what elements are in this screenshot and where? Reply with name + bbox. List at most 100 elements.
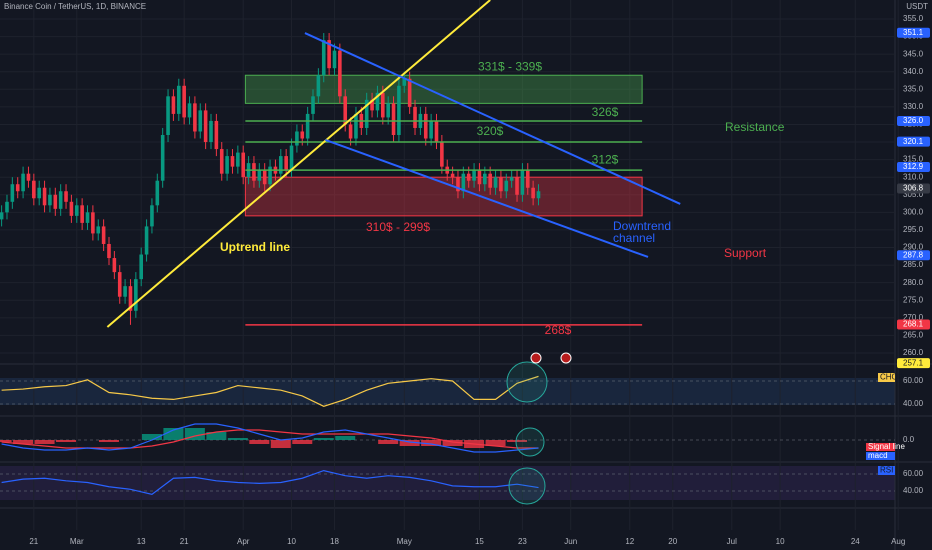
candle-body xyxy=(123,286,127,297)
candle-body xyxy=(466,173,471,181)
indicator-name: CHOP xyxy=(880,373,903,382)
candle-body xyxy=(203,110,208,143)
candle-body xyxy=(101,226,106,244)
highlight-circle xyxy=(506,361,548,403)
price-tag-label: 351.1 xyxy=(903,28,924,37)
candle-body xyxy=(488,173,492,188)
trend-label: channel xyxy=(613,231,655,245)
candle-body xyxy=(15,184,20,192)
candle-body xyxy=(187,103,192,118)
trend-line xyxy=(106,0,491,328)
candle-body xyxy=(268,166,272,185)
histogram-bar xyxy=(227,438,248,440)
highlight-circle xyxy=(508,467,546,505)
trend-label: Uptrend line xyxy=(220,240,290,254)
y-tick-label: 295.0 xyxy=(903,225,924,234)
candle-body xyxy=(166,96,170,135)
candle-body xyxy=(515,177,519,195)
histogram-bar xyxy=(399,440,420,446)
x-tick-label: 12 xyxy=(625,537,634,546)
candle-body xyxy=(391,103,396,135)
candle-body xyxy=(407,78,412,107)
histogram-bar xyxy=(485,440,506,446)
trend-line xyxy=(304,32,681,205)
candle-body xyxy=(80,205,84,223)
candle-body xyxy=(107,243,111,259)
y-tick-label: 290.0 xyxy=(903,243,924,252)
y-tick-label: 310.0 xyxy=(903,172,924,181)
x-tick-label: 21 xyxy=(29,537,38,546)
price-tag-label: 312.9 xyxy=(903,162,924,171)
highlight-circle xyxy=(515,427,545,457)
candle-body xyxy=(461,173,466,192)
candle-body xyxy=(493,177,498,188)
candle-body xyxy=(509,177,514,181)
price-tag xyxy=(897,161,930,172)
candle-body xyxy=(58,191,63,209)
candle-body xyxy=(354,113,358,139)
indicator-name: macd xyxy=(868,451,888,460)
histogram-bar xyxy=(0,440,12,442)
event-icon[interactable] xyxy=(560,352,572,364)
x-tick-label: Aug xyxy=(891,537,905,546)
y-tick-label: 285.0 xyxy=(903,260,924,269)
y-tick-label: 335.0 xyxy=(903,84,924,93)
zone-caption: Support xyxy=(724,246,767,260)
price-tag xyxy=(897,358,930,369)
candle-body xyxy=(477,170,482,185)
x-tick-label: 10 xyxy=(776,537,785,546)
candle-body xyxy=(434,120,439,143)
candle-body xyxy=(144,226,149,255)
zone xyxy=(244,74,643,104)
y-tick-label: 40.00 xyxy=(903,399,924,408)
x-tick-label: 23 xyxy=(518,537,527,546)
price-tag xyxy=(897,136,930,147)
candle-body xyxy=(295,131,299,146)
y-tick-label: 270.0 xyxy=(903,313,924,322)
candle-body xyxy=(348,124,353,139)
histogram-bar xyxy=(98,440,119,442)
price-tag xyxy=(897,115,930,126)
candle-body xyxy=(42,187,47,206)
level-label: 268$ xyxy=(545,323,572,337)
histogram-bar xyxy=(13,440,34,444)
candle-body xyxy=(74,205,79,216)
indicator-tag xyxy=(866,443,895,451)
candle-body xyxy=(284,156,288,171)
histogram-bar xyxy=(378,440,399,444)
candle-body xyxy=(311,96,315,114)
candle-body xyxy=(32,180,36,199)
candle-body xyxy=(0,212,4,220)
candle-body xyxy=(128,286,133,311)
candle-body xyxy=(134,279,138,311)
level-label: 320$ xyxy=(477,124,504,138)
price-tag-label: 306.8 xyxy=(903,184,924,193)
level-label: 326$ xyxy=(592,105,619,119)
candle-body xyxy=(386,103,390,118)
candle-body xyxy=(423,113,428,139)
candle-body xyxy=(525,170,530,188)
histogram-bar xyxy=(56,440,77,442)
candle-body xyxy=(531,187,535,199)
candle-body xyxy=(499,177,503,192)
level-label: 312$ xyxy=(592,152,619,166)
event-icon[interactable] xyxy=(530,352,542,364)
y-tick-label: 260.0 xyxy=(903,348,924,357)
y-tick-label: 315.0 xyxy=(903,155,924,164)
x-tick-label: 13 xyxy=(137,537,146,546)
candle-body xyxy=(338,50,342,97)
candle-body xyxy=(112,258,117,273)
trend-label: Downtrend xyxy=(613,219,671,233)
marks xyxy=(0,0,681,496)
candle-body xyxy=(139,254,144,280)
candle-body xyxy=(176,85,181,114)
candle-body xyxy=(483,173,487,185)
indicator-line xyxy=(1,469,539,496)
candle-body xyxy=(241,152,246,178)
candle-body xyxy=(364,99,369,128)
candle-body xyxy=(375,92,380,111)
price-tag-label: 326.0 xyxy=(903,116,924,125)
y-tick-label: 275.0 xyxy=(903,295,924,304)
candle-body xyxy=(91,212,95,234)
